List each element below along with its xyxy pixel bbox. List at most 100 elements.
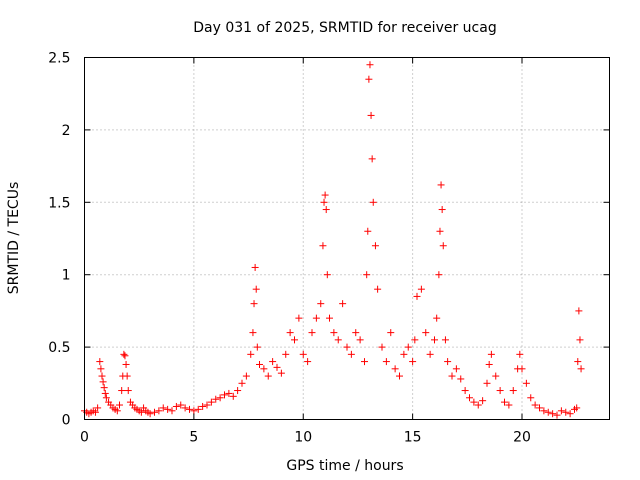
data-point xyxy=(457,375,465,383)
data-point xyxy=(540,407,548,415)
data-point xyxy=(116,401,123,409)
data-point xyxy=(501,398,508,406)
data-point xyxy=(448,372,456,380)
y-tick-label: 0.5 xyxy=(48,340,70,356)
data-point xyxy=(172,402,180,410)
data-point xyxy=(444,358,452,366)
data-point xyxy=(531,401,539,409)
data-point xyxy=(527,394,535,402)
data-point xyxy=(387,329,395,337)
data-point xyxy=(479,397,487,405)
data-point xyxy=(122,360,130,368)
data-point xyxy=(221,391,228,399)
data-point xyxy=(431,336,438,344)
y-tick-label: 2.5 xyxy=(48,51,70,67)
data-point xyxy=(256,360,263,368)
data-point xyxy=(404,343,412,351)
data-point xyxy=(516,350,524,358)
data-point xyxy=(562,408,570,416)
data-point xyxy=(321,191,329,199)
data-point xyxy=(496,387,504,395)
data-point xyxy=(366,61,374,69)
data-point xyxy=(113,407,121,415)
data-point xyxy=(124,387,132,395)
data-point xyxy=(229,392,237,400)
data-point xyxy=(273,363,281,371)
data-point xyxy=(216,394,224,402)
x-tick-label: 5 xyxy=(189,430,198,446)
data-point xyxy=(100,384,108,392)
data-point xyxy=(102,394,110,402)
data-point xyxy=(330,329,338,337)
plot-frame xyxy=(84,57,610,420)
data-point xyxy=(249,329,257,337)
data-point xyxy=(151,408,158,416)
data-point xyxy=(317,300,325,308)
data-point xyxy=(365,75,373,83)
data-point xyxy=(382,358,390,366)
data-point xyxy=(242,372,250,380)
data-point xyxy=(544,408,552,416)
data-point xyxy=(573,404,581,412)
data-point xyxy=(319,242,327,250)
data-point xyxy=(483,379,491,387)
x-tick-label: 20 xyxy=(513,430,531,446)
data-points xyxy=(81,61,585,419)
data-point xyxy=(304,358,312,366)
data-point xyxy=(238,379,246,387)
data-point xyxy=(181,404,189,412)
data-point xyxy=(485,360,493,368)
data-point xyxy=(343,343,351,351)
data-point xyxy=(371,242,379,250)
data-point xyxy=(505,401,513,409)
data-point xyxy=(378,343,386,351)
data-point xyxy=(518,365,526,373)
x-tick-label: 0 xyxy=(80,430,89,446)
data-point xyxy=(159,404,167,412)
data-point xyxy=(91,408,99,416)
grid-lines xyxy=(84,57,610,420)
data-point xyxy=(426,350,434,358)
data-point xyxy=(118,387,126,395)
data-point xyxy=(492,372,500,380)
data-point xyxy=(212,395,220,403)
data-point xyxy=(326,314,333,322)
data-point xyxy=(400,350,408,358)
data-point xyxy=(352,329,360,337)
y-tick-label: 1 xyxy=(62,268,71,284)
data-point xyxy=(522,379,530,387)
data-point xyxy=(260,365,268,373)
data-point xyxy=(334,336,342,344)
data-point xyxy=(155,407,163,415)
data-point xyxy=(411,336,419,344)
data-point xyxy=(396,372,403,380)
data-point xyxy=(435,271,443,279)
x-tick-label: 10 xyxy=(294,430,312,446)
data-point xyxy=(225,389,233,397)
data-point xyxy=(137,408,145,416)
data-point xyxy=(203,401,211,409)
data-point xyxy=(234,387,242,395)
data-point xyxy=(168,407,176,415)
data-point xyxy=(339,300,347,308)
data-point xyxy=(322,206,330,214)
data-point xyxy=(251,263,259,271)
data-point xyxy=(312,314,320,322)
data-point xyxy=(94,404,102,412)
data-point xyxy=(347,350,355,358)
data-point xyxy=(291,336,298,344)
data-point xyxy=(121,352,129,360)
data-point xyxy=(250,300,258,308)
data-point xyxy=(207,398,215,406)
data-point xyxy=(123,372,131,380)
data-point xyxy=(199,402,207,410)
data-point xyxy=(97,365,105,373)
data-point xyxy=(433,314,441,322)
data-point xyxy=(164,405,172,413)
data-point xyxy=(269,358,277,366)
data-point xyxy=(374,285,382,293)
data-point xyxy=(461,387,469,395)
data-point xyxy=(99,378,107,386)
data-point xyxy=(549,410,557,418)
